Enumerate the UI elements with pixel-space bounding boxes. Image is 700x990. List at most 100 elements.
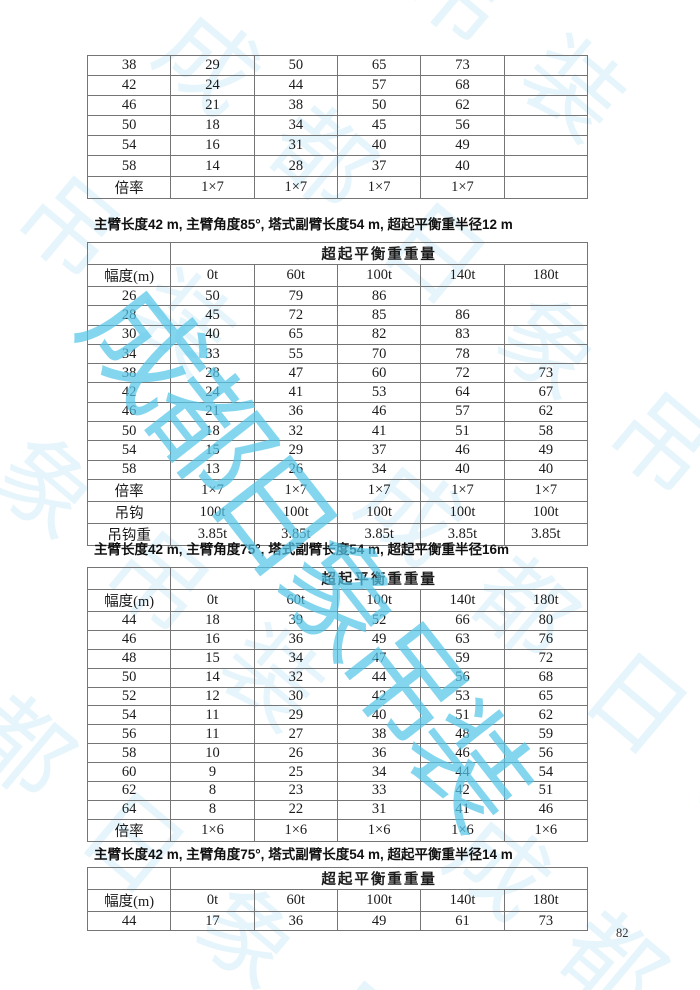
- table-cell: 33: [170, 343, 255, 365]
- table-cell: 41: [336, 421, 422, 442]
- table-row: 倍率 1×6 1×6 1×6 1×6 1×6: [86, 818, 589, 842]
- table-cell: 73: [503, 363, 589, 384]
- table-cell: 25: [253, 762, 338, 783]
- section-heading: 主臂长度42 m, 主臂角度85°, 塔式副臂长度54 m, 超起平衡重半径12…: [94, 217, 513, 232]
- table-span-header: 超起平衡重重量: [170, 242, 588, 265]
- table-cell: 倍率: [86, 175, 172, 199]
- table-row: 28 45 72 85 86: [86, 305, 589, 326]
- table-cell: 36: [253, 911, 338, 931]
- table-cell: 30: [253, 686, 338, 707]
- load-chart-table-radius-12m: 超起平衡重重量 幅度(m) 0t 60t 100t 140t 180t 26 50 79 86 28 4…: [86, 242, 589, 546]
- table-cell: 11: [170, 705, 255, 726]
- table-cell: 59: [503, 724, 589, 745]
- table-row: 54 16 31 40 49: [86, 135, 589, 157]
- table-cell: 34: [336, 459, 422, 480]
- table-row: 50 18 34 45 56: [86, 115, 589, 137]
- table-cell: 65: [336, 54, 422, 77]
- table-cell: 73: [503, 911, 589, 931]
- table-cell: 44: [420, 762, 505, 783]
- table-cell: 63: [420, 629, 505, 650]
- load-chart-table-radius-14m: 超起平衡重重量 幅度(m) 0t 60t 100t 140t 180t 44 17 36 49 61 7…: [86, 867, 589, 931]
- table-cell: 13: [170, 459, 255, 480]
- table-cell: 51: [420, 705, 505, 726]
- table-cell: 49: [336, 629, 422, 650]
- table-cell: 37: [336, 440, 422, 461]
- table-cell: 34: [336, 762, 422, 783]
- table-cell: 1×7: [420, 478, 505, 502]
- table-cell: 1×7: [170, 478, 255, 502]
- table-cell: 23: [253, 781, 338, 801]
- table-cell: 54: [86, 440, 172, 461]
- table-cell: 45: [336, 115, 422, 137]
- table-column-header: 140t: [420, 589, 505, 612]
- table-row: 44 17 36 49 61 73: [86, 911, 589, 931]
- table-cell: 50: [86, 421, 172, 442]
- table-cell: 51: [420, 421, 505, 442]
- table-cell: 15: [170, 648, 255, 669]
- table-column-header: 幅度(m): [86, 589, 172, 612]
- table-cell: 80: [503, 611, 589, 631]
- table-cell: 1×7: [336, 478, 422, 502]
- table-row: 58 14 28 37 40: [86, 155, 589, 177]
- table-cell: 3.85t: [503, 522, 589, 546]
- table-cell: 46: [86, 95, 172, 117]
- table-cell: 17: [170, 911, 255, 931]
- table-cell: [503, 343, 589, 365]
- table-cell: 56: [86, 724, 172, 745]
- table-cell: [86, 567, 172, 590]
- table-row: 50 14 32 44 56 68: [86, 667, 589, 688]
- table-cell: 54: [86, 135, 172, 157]
- table-cell: 58: [86, 743, 172, 764]
- table-row: 30 40 65 82 83: [86, 324, 589, 345]
- table-cell: 65: [253, 324, 338, 345]
- table-cell: 86: [420, 305, 505, 326]
- table-cell: 60: [86, 762, 172, 783]
- table-cell: 51: [503, 781, 589, 801]
- table-cell: 83: [420, 324, 505, 345]
- table-cell: 18: [170, 115, 255, 137]
- table-cell: [86, 867, 172, 890]
- table-cell: 100t: [420, 500, 505, 524]
- table-column-header: 60t: [253, 264, 338, 287]
- table-cell: 48: [420, 724, 505, 745]
- section-heading: 主臂长度42 m, 主臂角度75°, 塔式副臂长度54 m, 超起平衡重半径14…: [94, 847, 513, 862]
- table-row: 44 18 39 52 66 80: [86, 611, 589, 631]
- table-cell: 40: [336, 135, 422, 157]
- table-cell: 26: [86, 285, 172, 307]
- table-cell: 85: [336, 305, 422, 326]
- table-cell: [503, 95, 589, 117]
- table-row: 46 16 36 49 63 76: [86, 629, 589, 650]
- table-cell: 33: [336, 781, 422, 801]
- table-row: 46 21 36 46 57 62: [86, 401, 589, 423]
- table-cell: 倍率: [86, 818, 172, 842]
- table-row: 26 50 79 86: [86, 285, 589, 307]
- table-cell: 40: [503, 459, 589, 480]
- table-cell: 8: [170, 781, 255, 801]
- table-cell: 28: [86, 305, 172, 326]
- table-column-header: 180t: [503, 264, 589, 287]
- table-row: 吊钩 100t 100t 100t 100t 100t: [86, 500, 589, 524]
- table-cell: 56: [503, 743, 589, 764]
- table-cell: 38: [253, 95, 338, 117]
- table-cell: 76: [503, 629, 589, 650]
- table-cell: 53: [336, 382, 422, 403]
- table-cell: 55: [253, 343, 338, 365]
- table-row: 倍率 1×7 1×7 1×7 1×7 1×7: [86, 478, 589, 502]
- table-cell: 50: [86, 667, 172, 688]
- table-cell: 15: [170, 440, 255, 461]
- table-cell: 14: [170, 155, 255, 177]
- table-row: 54 15 29 37 46 49: [86, 440, 589, 461]
- table-cell: 29: [253, 440, 338, 461]
- table-cell: 1×7: [503, 478, 589, 502]
- table-cell: 26: [253, 459, 338, 480]
- table-cell: [503, 285, 589, 307]
- page-number: 82: [616, 926, 629, 940]
- table-cell: 50: [253, 54, 338, 77]
- table-cell: 21: [170, 401, 255, 423]
- table-cell: 吊钩: [86, 500, 172, 524]
- table-cell: 57: [420, 401, 505, 423]
- table-cell: 58: [86, 155, 172, 177]
- table-cell: 38: [336, 724, 422, 745]
- table-cell: 79: [253, 285, 338, 307]
- table-cell: 22: [253, 799, 338, 820]
